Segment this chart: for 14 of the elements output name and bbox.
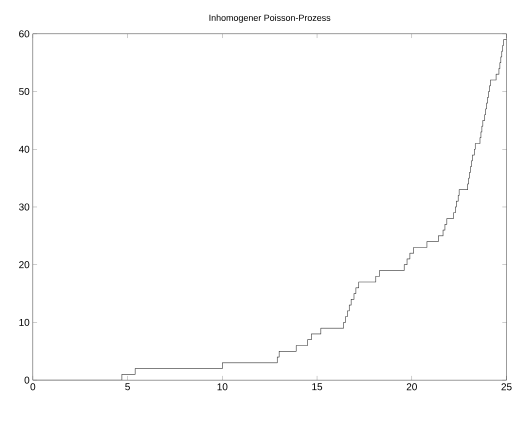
x-tick-label: 15 [312,383,322,390]
y-tick-label: 10 [19,318,30,326]
x-tick-label: 20 [406,383,417,390]
y-tick-label: 60 [19,30,30,38]
chart-title: Inhomogener Poisson-Prozess [210,14,330,23]
y-tick-label: 0 [24,376,30,384]
y-tick-label: 30 [19,204,30,211]
y-tick-label: 50 [19,88,30,96]
y-tick-label: 40 [18,146,30,153]
x-tick-label: 5 [125,383,130,390]
y-tick-label: 20 [19,261,30,268]
x-tick-label: 10 [218,383,228,390]
x-tick-label: 25 [501,383,512,390]
x-tick-label: 0 [30,383,36,390]
